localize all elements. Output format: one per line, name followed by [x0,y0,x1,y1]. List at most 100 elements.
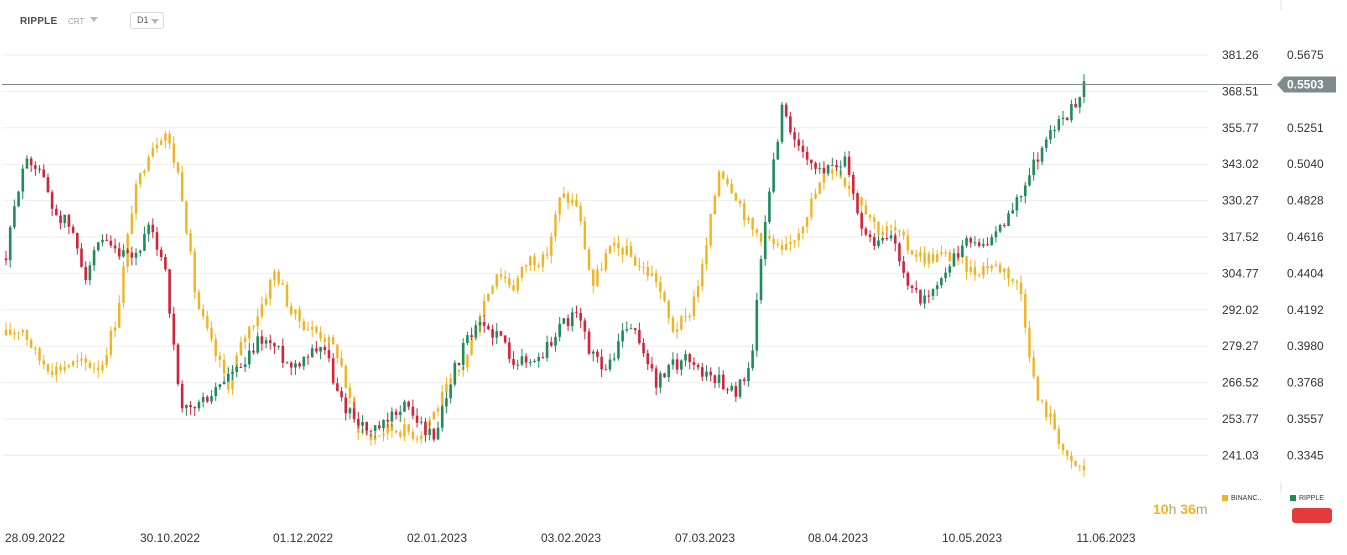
candle-body [780,104,784,142]
candle-body [646,267,649,276]
candle-body [818,167,822,169]
candle-body [755,299,759,351]
candle-body [843,156,847,167]
candle-body [554,336,557,346]
candle-body [46,177,50,193]
candle-body [696,365,700,368]
candle-body [726,178,729,184]
candle-body [185,201,188,234]
candle-body [948,252,951,262]
candle-body [793,132,796,140]
y-tick-label-left: 266.52 [1222,376,1259,390]
candle-body [336,344,339,359]
candle-body [390,424,394,431]
candle-body [726,389,729,391]
candle-body [776,243,779,246]
candle-body [722,171,725,179]
candle-body [927,295,931,297]
candle-body [596,269,599,286]
symbol-label[interactable]: RIPPLE [20,16,58,27]
sell-badge[interactable] [1292,508,1332,523]
candle-body [717,374,721,383]
candle-body [411,406,415,416]
candle-body [482,322,486,326]
candle-body [256,316,259,327]
candle-body [1032,159,1035,176]
candle-body [25,158,29,169]
candle-body [13,206,16,228]
candle-body [650,273,654,276]
candle-body [365,422,369,431]
candle-body [625,245,628,255]
candle-body [675,359,679,370]
candle-body [847,156,851,175]
candle-body [331,337,335,345]
candle-body [550,236,553,256]
candle-body [168,269,171,314]
candle-body [71,361,75,366]
candle-body [583,320,587,332]
timeframe-select[interactable]: D1 [130,12,164,29]
candle-body [474,325,478,338]
y-tick-label-left: 330.27 [1222,194,1259,208]
candle-body [990,237,994,246]
candle-body [906,235,910,251]
y-tick-label-left: 381.26 [1222,48,1259,62]
candle-body [134,252,138,258]
candle-body [851,174,855,194]
chevron-down-icon[interactable] [90,17,98,22]
candle-body [424,421,427,435]
candle-body [164,257,167,270]
candle-body [92,250,96,266]
candle-body [1074,104,1077,108]
candle-body [818,182,821,194]
candle-body [29,158,33,166]
candle-body [873,217,876,222]
legend-item-ripple[interactable]: RIPPLE [1290,495,1324,502]
candle-body [1074,460,1077,466]
y-tick-label-right: 0.3768 [1287,376,1324,390]
candle-body [919,289,922,304]
candle-body [373,425,377,431]
candle-body [789,241,792,244]
candle-body [931,254,935,263]
candle-body [139,173,142,185]
candle-body [570,312,574,327]
candle-body [243,338,247,342]
candle-body [986,265,989,269]
candle-body [361,422,364,426]
candle-body [88,265,92,280]
candle-body [311,326,314,330]
candle-body [1049,413,1052,418]
candle-body [747,217,750,221]
candle-body [428,428,431,435]
candle-body [290,306,293,315]
candle-body [348,387,352,398]
candle-body [835,165,838,168]
timeframe-value: D1 [137,15,149,25]
candle-body [172,313,176,345]
candle-body [940,278,943,286]
candle-body [688,354,692,363]
candle-body [46,364,50,372]
legend-item-binance[interactable]: BINANC.. [1222,495,1261,502]
candle-body [701,264,704,287]
candle-body [566,318,570,327]
candle-body [705,371,708,377]
candle-body [478,322,482,326]
candle-body [638,330,641,343]
candle-body [1061,117,1065,119]
candle-body [977,275,981,277]
candle-body [281,283,285,285]
timer-hours-unit: h [1168,501,1177,517]
candle-body [449,384,452,399]
candle-body [50,371,54,375]
candle-body [327,350,331,359]
candle-body [143,234,146,251]
candle-body [457,369,461,372]
candle-body [579,206,582,222]
candle-body [923,295,926,304]
candle-body [466,354,469,368]
candle-body [776,141,780,160]
